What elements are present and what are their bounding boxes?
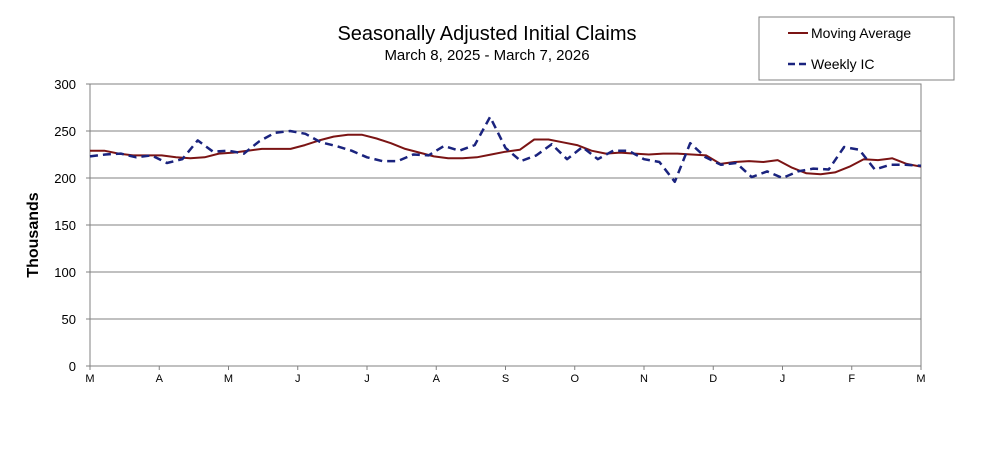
chart-subtitle: March 8, 2025 - March 7, 2026 <box>384 47 589 64</box>
x-tick-label: J <box>295 373 301 385</box>
chart-title: Seasonally Adjusted Initial Claims <box>337 23 636 45</box>
legend-moving-average-label: Moving Average <box>811 25 911 41</box>
series-lines <box>89 115 922 184</box>
legend: Moving Average Weekly IC <box>758 16 955 81</box>
x-tick-label: O <box>570 373 579 385</box>
y-tick-label: 0 <box>69 359 76 374</box>
x-tick-label: A <box>433 373 441 385</box>
x-tick-label: D <box>709 373 717 385</box>
y-tick-label: 100 <box>54 265 76 280</box>
y-axis-label: Thousands <box>25 192 42 277</box>
y-tick-label: 200 <box>54 171 76 186</box>
y-tick-label: 300 <box>54 77 76 92</box>
legend-box <box>758 16 955 81</box>
legend-weekly-ic-label: Weekly IC <box>811 56 875 72</box>
x-tick-label: J <box>364 373 370 385</box>
series-weekly-ic-line <box>89 115 922 184</box>
x-tick-label: M <box>916 373 925 385</box>
x-tick-label: J <box>780 373 786 385</box>
gridlines <box>90 83 921 320</box>
y-tick-label: 250 <box>54 124 76 139</box>
x-tick-label: N <box>640 373 648 385</box>
x-tick-label: M <box>85 373 94 385</box>
y-tick-label: 150 <box>54 218 76 233</box>
y-axis-ticks: 0 50 100 150 200 250 300 <box>54 77 90 374</box>
x-tick-label: A <box>156 373 164 385</box>
series-moving-average-line <box>90 133 922 176</box>
x-tick-label: F <box>848 373 855 385</box>
x-tick-label: S <box>502 373 509 385</box>
x-tick-label: M <box>224 373 233 385</box>
y-tick-label: 50 <box>62 312 76 327</box>
